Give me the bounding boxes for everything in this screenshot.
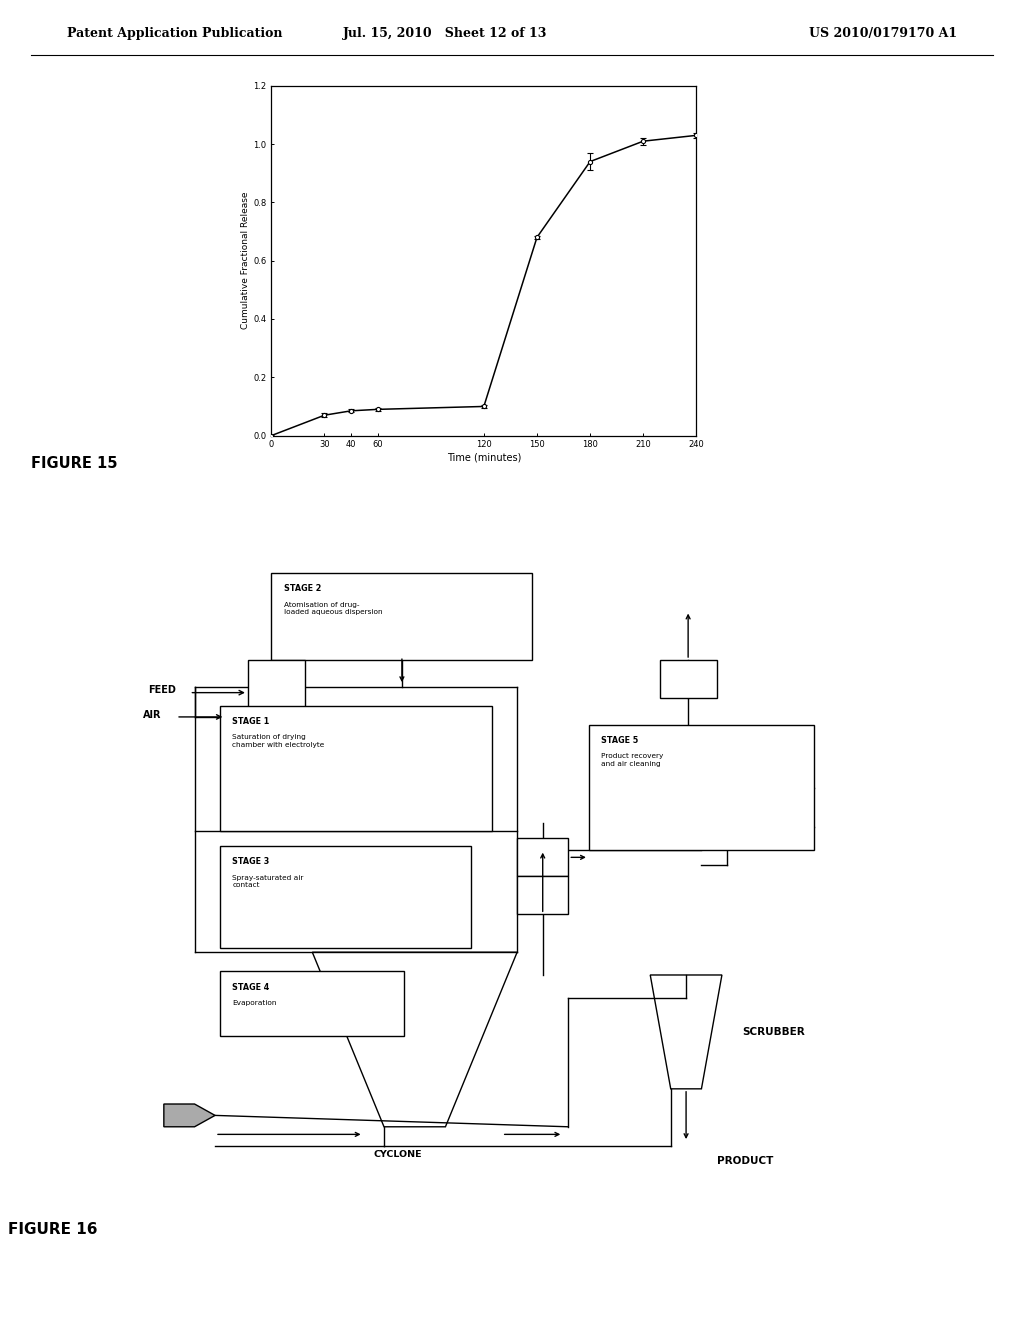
FancyBboxPatch shape [220, 972, 404, 1036]
Text: Product recovery
and air cleaning: Product recovery and air cleaning [601, 754, 664, 767]
Text: Saturation of drying
chamber with electrolyte: Saturation of drying chamber with electr… [232, 734, 325, 748]
FancyBboxPatch shape [220, 846, 471, 948]
FancyBboxPatch shape [517, 876, 568, 915]
Text: Evaporation: Evaporation [232, 1001, 276, 1006]
Text: STAGE 2: STAGE 2 [284, 583, 321, 593]
Polygon shape [312, 952, 517, 1127]
Text: Atomisation of drug-
loaded aqueous dispersion: Atomisation of drug- loaded aqueous disp… [284, 602, 382, 615]
Polygon shape [164, 1104, 215, 1127]
Text: STAGE 4: STAGE 4 [232, 982, 269, 991]
Text: FIGURE 16: FIGURE 16 [8, 1222, 97, 1237]
Text: CYCLONE: CYCLONE [374, 1150, 422, 1159]
FancyBboxPatch shape [660, 660, 717, 698]
FancyBboxPatch shape [517, 838, 568, 876]
FancyBboxPatch shape [248, 660, 305, 725]
Text: PRODUCT: PRODUCT [717, 1156, 773, 1166]
Y-axis label: Cumulative Fractional Release: Cumulative Fractional Release [242, 191, 251, 330]
Text: AIR: AIR [143, 710, 162, 719]
Text: STAGE 3: STAGE 3 [232, 858, 269, 866]
FancyBboxPatch shape [271, 573, 532, 660]
Text: Patent Application Publication: Patent Application Publication [67, 28, 282, 40]
Text: SCRUBBER: SCRUBBER [742, 1027, 805, 1038]
Text: STAGE 1: STAGE 1 [232, 717, 269, 726]
FancyBboxPatch shape [220, 705, 492, 830]
Text: FEED: FEED [148, 685, 176, 696]
Polygon shape [650, 975, 722, 1089]
Text: Spray-saturated air
contact: Spray-saturated air contact [232, 875, 304, 888]
Text: STAGE 5: STAGE 5 [601, 737, 638, 744]
X-axis label: Time (minutes): Time (minutes) [446, 453, 521, 462]
Text: Jul. 15, 2010   Sheet 12 of 13: Jul. 15, 2010 Sheet 12 of 13 [343, 28, 548, 40]
Text: US 2010/0179170 A1: US 2010/0179170 A1 [809, 28, 957, 40]
FancyBboxPatch shape [589, 725, 814, 850]
Text: FIGURE 15: FIGURE 15 [32, 455, 118, 471]
